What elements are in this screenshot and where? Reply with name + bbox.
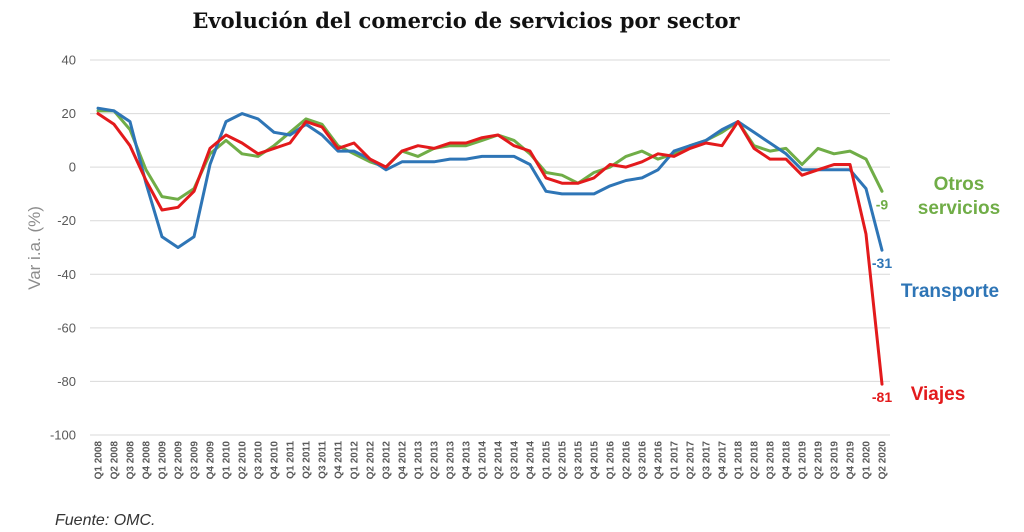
x-tick-label: Q4 2008 (142, 441, 153, 480)
x-tick-label: Q3 2017 (702, 441, 713, 480)
series-lines (96, 106, 884, 386)
x-tick-label: Q3 2011 (318, 441, 329, 479)
end-value-label: -31 (872, 255, 892, 271)
series-name-label: Transporte (901, 281, 999, 302)
x-tick-label: Q2 2010 (238, 441, 249, 480)
x-tick-label: Q1 2008 (94, 441, 105, 480)
x-tick-label: Q2 2009 (174, 441, 185, 480)
x-tick-label: Q4 2017 (718, 441, 729, 480)
x-tick-label: Q4 2019 (846, 441, 857, 480)
series-name-line: servicios (918, 198, 1000, 219)
x-tick-label: Q3 2012 (382, 441, 393, 480)
series-name-line: Otros (934, 174, 985, 195)
x-tick-label: Q1 2018 (734, 441, 745, 480)
series-name-line: Transporte (901, 281, 999, 302)
x-tick-label: Q2 2011 (302, 441, 313, 479)
y-tick-label: 20 (62, 106, 76, 121)
x-tick-label: Q1 2010 (222, 441, 233, 480)
series-line-1 (96, 106, 884, 252)
y-tick-label: -60 (57, 320, 76, 335)
x-tick-label: Q4 2013 (462, 441, 473, 480)
y-tick-label: 0 (69, 160, 76, 175)
x-tick-label: Q4 2009 (206, 441, 217, 480)
series-name-label: Otros servicios (918, 174, 1000, 219)
y-axis-ticks: 40 20 0 -20 -40 -60 -80 -100 (50, 53, 76, 443)
x-tick-label: Q2 2019 (814, 441, 825, 480)
series-name-label: Viajes (911, 384, 966, 405)
end-value-label: -81 (872, 389, 892, 405)
x-tick-label: Q3 2014 (510, 441, 521, 480)
x-tick-label: Q3 2018 (766, 441, 777, 480)
x-tick-label: Q1 2011 (286, 441, 297, 479)
x-tick-label: Q4 2010 (270, 441, 281, 480)
source-note: Fuente: OMC. (55, 512, 155, 529)
x-tick-label: Q1 2009 (158, 441, 169, 480)
x-tick-label: Q1 2017 (670, 441, 681, 480)
y-tick-label: -20 (57, 213, 76, 228)
series-name-line: Viajes (911, 384, 966, 405)
x-tick-label: Q2 2012 (366, 441, 377, 480)
x-axis-ticks: Q1 2008 Q2 2008 Q3 2008 Q4 2008 Q1 2009 Q2 20… (94, 441, 889, 480)
x-tick-label: Q1 2015 (542, 441, 553, 480)
x-tick-label: Q2 2020 (878, 441, 889, 480)
y-tick-label: -40 (57, 267, 76, 282)
series-labels: -9 -31 -81 Otros servicios Transporte Viajes (872, 174, 1000, 405)
x-tick-label: Q1 2020 (862, 441, 873, 480)
y-tick-label: -80 (57, 374, 76, 389)
x-tick-label: Q2 2008 (110, 441, 121, 480)
end-value-label: -9 (876, 196, 889, 212)
x-tick-label: Q2 2014 (494, 441, 505, 480)
x-tick-label: Q2 2017 (686, 441, 697, 480)
x-tick-label: Q1 2013 (414, 441, 425, 480)
x-tick-label: Q4 2016 (654, 441, 665, 480)
x-tick-label: Q3 2016 (638, 441, 649, 480)
x-tick-label: Q4 2014 (526, 441, 537, 480)
y-axis-label: Var i.a. (%) (25, 206, 44, 290)
x-tick-label: Q3 2008 (126, 441, 137, 480)
x-tick-label: Q1 2019 (798, 441, 809, 480)
x-tick-label: Q3 2013 (446, 441, 457, 480)
y-tick-label: 40 (62, 53, 76, 68)
chart-title: Evolución del comercio de servicios por … (192, 8, 740, 33)
series-line-2 (96, 112, 884, 386)
x-tick-label: Q1 2016 (606, 441, 617, 480)
gridlines (90, 59, 890, 436)
x-tick-label: Q3 2010 (254, 441, 265, 480)
x-tick-label: Q2 2016 (622, 441, 633, 480)
x-tick-label: Q3 2015 (574, 441, 585, 480)
x-tick-label: Q4 2018 (782, 441, 793, 480)
x-tick-label: Q3 2009 (190, 441, 201, 480)
x-tick-label: Q4 2011 (334, 441, 345, 479)
x-tick-label: Q1 2012 (350, 441, 361, 480)
y-tick-label: -100 (50, 428, 76, 443)
x-tick-label: Q2 2018 (750, 441, 761, 480)
x-tick-label: Q2 2015 (558, 441, 569, 480)
x-tick-label: Q4 2012 (398, 441, 409, 480)
x-tick-label: Q1 2014 (478, 441, 489, 480)
x-tick-label: Q2 2013 (430, 441, 441, 480)
x-tick-label: Q4 2015 (590, 441, 601, 480)
x-tick-label: Q3 2019 (830, 441, 841, 480)
